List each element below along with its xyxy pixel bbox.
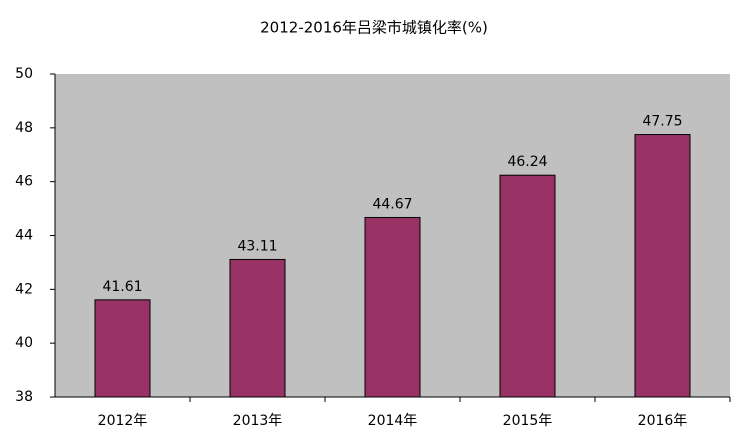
x-tick-label: 2016年 [638, 413, 688, 429]
x-tick-label: 2015年 [503, 413, 553, 429]
bar [229, 258, 286, 398]
bar [94, 299, 151, 398]
y-tick-label: 38 [15, 389, 33, 405]
y-tick-label: 44 [15, 228, 33, 244]
bar [499, 174, 556, 398]
data-label: 47.75 [642, 114, 682, 130]
y-tick-label: 50 [15, 66, 33, 82]
x-tick-label: 2014年 [368, 413, 418, 429]
data-label: 46.24 [507, 154, 547, 170]
data-label: 44.67 [372, 196, 412, 212]
chart-title: 2012-2016年吕梁市城镇化率(%) [260, 19, 488, 37]
x-tick-label: 2013年 [233, 413, 283, 429]
data-label: 41.61 [102, 279, 142, 295]
y-tick-label: 46 [15, 174, 33, 190]
x-tick-label: 2012年 [98, 413, 148, 429]
y-tick-label: 40 [15, 335, 33, 351]
bar [634, 134, 691, 398]
bar [364, 216, 421, 398]
y-tick-label: 42 [15, 281, 33, 297]
data-label: 43.11 [237, 238, 277, 254]
y-tick-label: 48 [15, 120, 33, 136]
